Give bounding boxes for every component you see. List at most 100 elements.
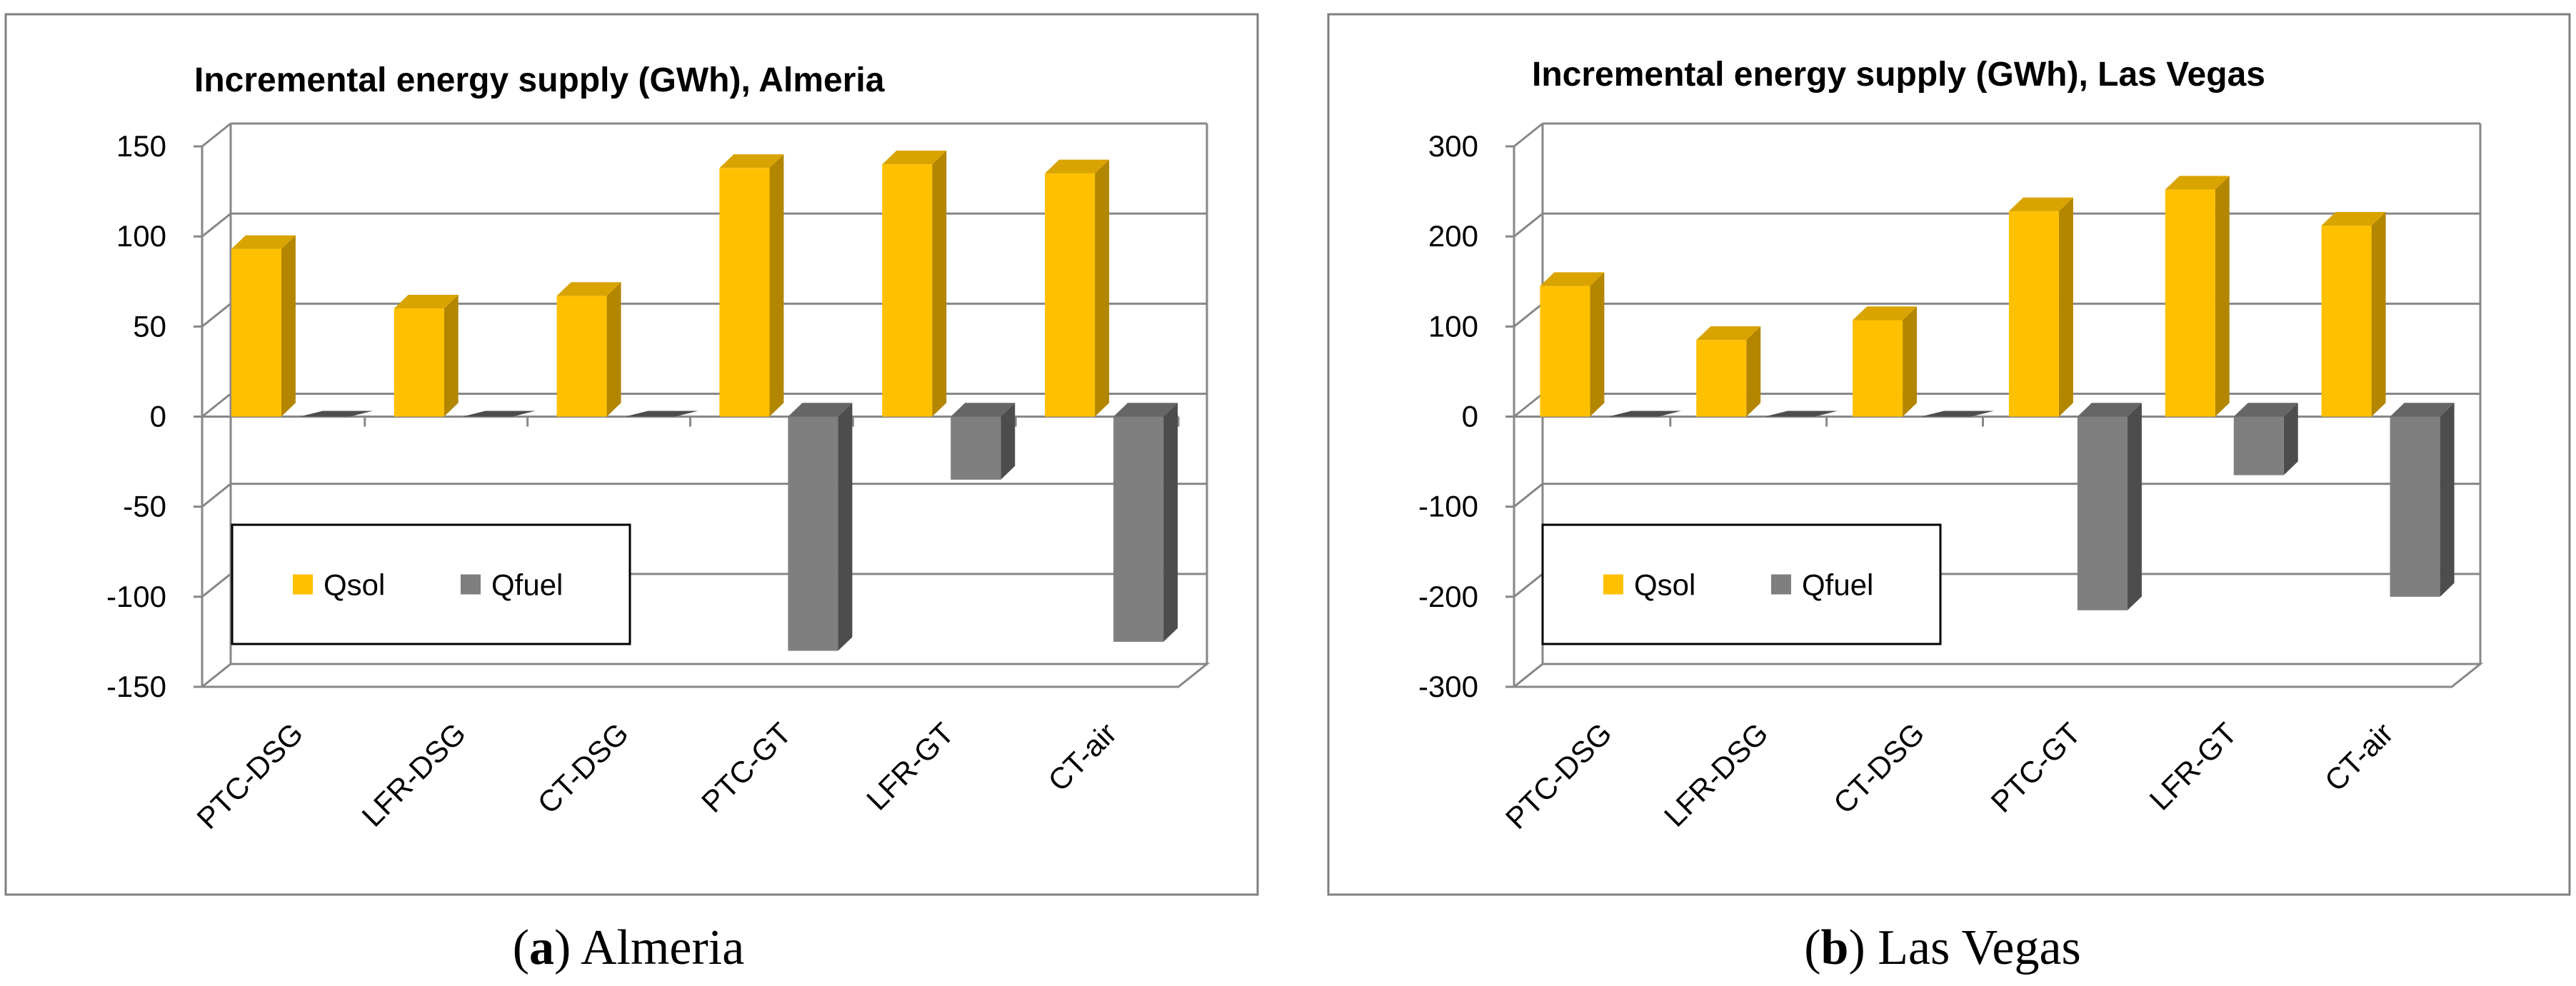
chart-title: Incremental energy supply (GWh), Las Veg…: [1532, 56, 2265, 94]
bar-qfuel: [1113, 403, 1178, 642]
bar-side-face: [606, 282, 621, 417]
gridline-depth: [201, 393, 231, 418]
floor: [1510, 663, 2484, 688]
bar-qfuel: [788, 403, 853, 651]
gridline-depth: [201, 303, 231, 328]
y-tick-label: -150: [106, 670, 166, 703]
y-tick-label: 200: [1428, 219, 1478, 253]
bar-top-face: [1696, 326, 1761, 341]
bar-qfuel: [1921, 411, 1995, 417]
bar-top-face: [2321, 211, 2386, 226]
bar-front-face: [1853, 320, 1903, 417]
bar-qfuel: [1765, 411, 1838, 417]
bar-front-face: [1113, 416, 1164, 642]
bar-side-face: [2215, 176, 2230, 417]
bar-top-face: [951, 403, 1016, 417]
bar-qfuel: [299, 411, 373, 417]
bar-top-face: [394, 294, 458, 309]
bar-side-face: [281, 235, 296, 417]
caption-paren-close: ): [1848, 920, 1865, 975]
bar-top-face: [2390, 403, 2455, 417]
y-tick-label: 300: [1428, 129, 1478, 163]
bar-qsol: [1696, 326, 1761, 417]
bar-qfuel: [2077, 403, 2142, 610]
gridline-depth: [1513, 303, 1543, 328]
legend: Qsol Qfuel: [1541, 523, 1942, 645]
chart-frame: [1327, 13, 2571, 896]
bar-front-face: [2077, 416, 2128, 610]
bar-top-face: [299, 411, 373, 417]
y-tick-label: -50: [123, 490, 166, 523]
bar-qsol: [2165, 176, 2230, 417]
caption-text: Almeria: [571, 920, 744, 975]
legend-box: [231, 523, 631, 645]
bar-qsol: [882, 151, 947, 417]
legend: Qsol Qfuel: [231, 523, 631, 645]
bar-qfuel: [2390, 403, 2455, 597]
bar-side-face: [2127, 403, 2142, 610]
bar-side-face: [2371, 211, 2386, 417]
bar-qsol: [2321, 211, 2386, 417]
bar-front-face: [951, 416, 1001, 480]
bar-side-face: [1163, 403, 1178, 642]
gridline-depth: [1513, 393, 1543, 418]
gridline-depth: [201, 122, 231, 148]
bar-top-face: [1045, 159, 1110, 173]
caption-letter: a: [529, 920, 554, 975]
bar-top-face: [1765, 411, 1838, 417]
bar-qsol: [719, 154, 784, 417]
gridline-depth: [201, 483, 231, 508]
y-tick-label: -300: [1418, 670, 1478, 703]
legend-label-qsol: Qsol: [1634, 568, 1695, 602]
y-tick-label: 0: [150, 400, 166, 433]
gridline-depth: [1513, 483, 1543, 508]
bar-front-face: [1045, 173, 1096, 417]
bar-qsol: [394, 294, 458, 417]
caption: (a) Almeria: [513, 920, 745, 975]
bar-front-face: [719, 168, 770, 417]
gridline-depth: [1513, 573, 1543, 598]
bar-top-face: [2077, 403, 2142, 417]
bar-top-face: [882, 151, 947, 165]
legend-swatch-qfuel: [461, 574, 481, 595]
bar-side-face: [1095, 159, 1110, 417]
y-tick-label: 100: [116, 219, 166, 253]
y-tick-label: 0: [1462, 400, 1478, 433]
bar-top-face: [2008, 197, 2073, 211]
bar-top-face: [1853, 306, 1918, 321]
bar-side-face: [838, 403, 853, 651]
bar-side-face: [2440, 403, 2455, 597]
bar-qfuel: [2233, 403, 2298, 476]
bar-top-face: [2165, 176, 2230, 190]
bar-side-face: [2058, 197, 2073, 417]
floor: [199, 663, 1211, 688]
y-tick-label: -100: [106, 580, 166, 613]
bars: [231, 151, 1178, 651]
bar-side-face: [769, 154, 784, 417]
bar-qfuel: [625, 411, 698, 417]
bars: [1540, 176, 2455, 610]
bar-top-face: [719, 154, 784, 168]
bar-qsol: [1045, 159, 1110, 417]
bar-front-face: [788, 416, 838, 651]
bar-top-face: [788, 403, 853, 417]
bar-front-face: [394, 308, 444, 417]
chart-frame: [4, 13, 1259, 896]
bar-side-face: [1903, 306, 1918, 417]
caption-text: Las Vegas: [1865, 920, 2081, 975]
gridline-depth: [201, 573, 231, 598]
bar-side-face: [932, 151, 947, 417]
bar-qsol: [1853, 306, 1918, 417]
bar-top-face: [462, 411, 536, 417]
bar-top-face: [625, 411, 698, 417]
bar-top-face: [1540, 272, 1605, 286]
bar-qfuel: [1608, 411, 1682, 417]
chart-title: Incremental energy supply (GWh), Almeria: [194, 61, 885, 99]
bar-front-face: [2321, 226, 2372, 417]
bar-side-face: [443, 294, 458, 417]
legend-swatch-qsol: [1603, 574, 1623, 595]
legend-label-qfuel: Qfuel: [1802, 568, 1873, 602]
bar-top-face: [2233, 403, 2298, 417]
